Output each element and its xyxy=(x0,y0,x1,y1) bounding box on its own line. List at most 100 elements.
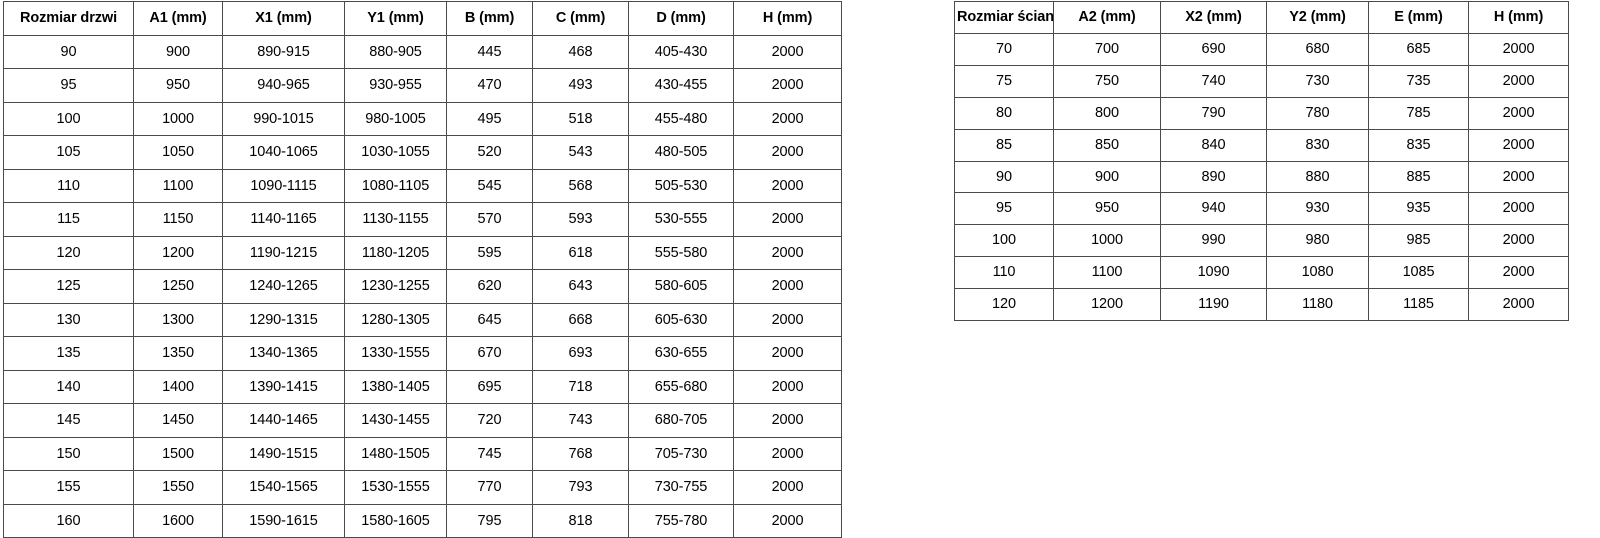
door-table-head: Rozmiar drzwi A1 (mm) X1 (mm) Y1 (mm) B (mm)… xyxy=(3,1,842,36)
door-table-cell-r8-c7: 2000 xyxy=(733,302,842,337)
door-table-column-header-6: D (mm) xyxy=(628,1,734,36)
door-table-cell-r9-c4: 670 xyxy=(446,336,533,371)
wall-table-cell-r6-c3: 980 xyxy=(1266,224,1369,258)
wall-table-cell-r1-c0: 75 xyxy=(954,64,1054,98)
door-table-cell-r2-c0: 100 xyxy=(3,101,134,136)
door-table-row: 115 1150 1140-1165 1130-1155 570 593 530-555 20… xyxy=(3,202,842,237)
door-table-row: 110 1100 1090-1115 1080-1105 545 568 505-530 20… xyxy=(3,168,842,203)
door-table-cell-r10-c3: 1380-1405 xyxy=(344,369,447,404)
door-table-cell-r2-c5: 518 xyxy=(532,101,629,136)
door-table-cell-r4-c0: 110 xyxy=(3,168,134,203)
door-table-column-header-3: Y1 (mm) xyxy=(344,1,447,36)
door-table-cell-r8-c3: 1280-1305 xyxy=(344,302,447,337)
door-table-cell-r5-c0: 115 xyxy=(3,202,134,237)
door-table-cell-r9-c6: 630-655 xyxy=(628,336,734,371)
door-table-cell-r1-c5: 493 xyxy=(532,68,629,103)
door-table-cell-r7-c1: 1250 xyxy=(133,269,223,304)
door-dimensions-table: Rozmiar drzwi A1 (mm) X1 (mm) Y1 (mm) B (mm)… xyxy=(3,1,842,538)
door-table-cell-r14-c2: 1590-1615 xyxy=(222,503,345,538)
door-table-row: 145 1450 1440-1465 1430-1455 720 743 680-705 20… xyxy=(3,403,842,438)
wall-table-cell-r2-c5: 2000 xyxy=(1468,96,1569,130)
wall-table-cell-r1-c3: 730 xyxy=(1266,64,1369,98)
wall-table-cell-r5-c3: 930 xyxy=(1266,192,1369,226)
door-table-cell-r5-c7: 2000 xyxy=(733,202,842,237)
wall-table-cell-r5-c0: 95 xyxy=(954,192,1054,226)
door-table-cell-r4-c3: 1080-1105 xyxy=(344,168,447,203)
wall-table-cell-r2-c3: 780 xyxy=(1266,96,1369,130)
wall-table-column-header-4: E (mm) xyxy=(1368,1,1469,34)
wall-table-row: 95 950 940 930 935 2000 xyxy=(954,192,1569,226)
wall-table-cell-r5-c4: 935 xyxy=(1368,192,1469,226)
door-table-cell-r3-c4: 520 xyxy=(446,135,533,170)
door-table-cell-r2-c6: 455-480 xyxy=(628,101,734,136)
door-table-cell-r11-c7: 2000 xyxy=(733,403,842,438)
wall-table-cell-r3-c3: 830 xyxy=(1266,128,1369,162)
wall-table-cell-r1-c4: 735 xyxy=(1368,64,1469,98)
wall-table-cell-r6-c2: 990 xyxy=(1160,224,1267,258)
door-table-cell-r6-c5: 618 xyxy=(532,235,629,270)
door-table-cell-r2-c7: 2000 xyxy=(733,101,842,136)
wall-table-cell-r4-c3: 880 xyxy=(1266,160,1369,194)
door-table-cell-r3-c0: 105 xyxy=(3,135,134,170)
door-table-cell-r10-c2: 1390-1415 xyxy=(222,369,345,404)
wall-table-row: 120 1200 1190 1180 1185 2000 xyxy=(954,288,1569,322)
door-table-column-header-0: Rozmiar drzwi xyxy=(3,1,134,36)
door-table-body: 90 900 890-915 880-905 445 468 405-430 2000 95 95… xyxy=(3,34,842,538)
door-table-cell-r8-c1: 1300 xyxy=(133,302,223,337)
wall-table-cell-r6-c1: 1000 xyxy=(1053,224,1161,258)
door-table-cell-r0-c4: 445 xyxy=(446,34,533,69)
door-table-cell-r4-c5: 568 xyxy=(532,168,629,203)
door-table-cell-r1-c3: 930-955 xyxy=(344,68,447,103)
wall-table-cell-r8-c0: 120 xyxy=(954,288,1054,322)
wall-table-cell-r0-c4: 685 xyxy=(1368,32,1469,66)
door-table-cell-r7-c7: 2000 xyxy=(733,269,842,304)
door-table-cell-r7-c4: 620 xyxy=(446,269,533,304)
door-table-cell-r8-c5: 668 xyxy=(532,302,629,337)
wall-table-cell-r7-c0: 110 xyxy=(954,256,1054,290)
wall-table-cell-r5-c1: 950 xyxy=(1053,192,1161,226)
door-table-row: 135 1350 1340-1365 1330-1555 670 693 630-655 20… xyxy=(3,336,842,371)
wall-table-row: 90 900 890 880 885 2000 xyxy=(954,160,1569,194)
door-table-row: 140 1400 1390-1415 1380-1405 695 718 655-680 20… xyxy=(3,369,842,404)
door-table-cell-r11-c2: 1440-1465 xyxy=(222,403,345,438)
door-table-cell-r5-c5: 593 xyxy=(532,202,629,237)
door-table-cell-r8-c4: 645 xyxy=(446,302,533,337)
wall-table-cell-r2-c2: 790 xyxy=(1160,96,1267,130)
door-table-cell-r7-c2: 1240-1265 xyxy=(222,269,345,304)
wall-table-cell-r4-c0: 90 xyxy=(954,160,1054,194)
door-table-cell-r5-c4: 570 xyxy=(446,202,533,237)
door-table-cell-r12-c0: 150 xyxy=(3,436,134,471)
door-table-cell-r6-c2: 1190-1215 xyxy=(222,235,345,270)
door-table-cell-r14-c6: 755-780 xyxy=(628,503,734,538)
door-table-cell-r0-c1: 900 xyxy=(133,34,223,69)
door-table-row: 125 1250 1240-1265 1230-1255 620 643 580-605 20… xyxy=(3,269,842,304)
door-table-cell-r11-c5: 743 xyxy=(532,403,629,438)
door-table-cell-r6-c0: 120 xyxy=(3,235,134,270)
wall-table-cell-r0-c0: 70 xyxy=(954,32,1054,66)
door-table-cell-r11-c0: 145 xyxy=(3,403,134,438)
wall-table-row: 75 750 740 730 735 2000 xyxy=(954,64,1569,98)
wall-table-cell-r7-c3: 1080 xyxy=(1266,256,1369,290)
door-table-cell-r13-c0: 155 xyxy=(3,470,134,505)
door-table-cell-r14-c1: 1600 xyxy=(133,503,223,538)
door-table-cell-r8-c2: 1290-1315 xyxy=(222,302,345,337)
door-table-cell-r14-c3: 1580-1605 xyxy=(344,503,447,538)
wall-table-row: 85 850 840 830 835 2000 xyxy=(954,128,1569,162)
door-table-cell-r7-c5: 643 xyxy=(532,269,629,304)
door-table-header-row: Rozmiar drzwi A1 (mm) X1 (mm) Y1 (mm) B (mm)… xyxy=(3,1,842,36)
door-table-cell-r10-c0: 140 xyxy=(3,369,134,404)
wall-table-cell-r5-c2: 940 xyxy=(1160,192,1267,226)
door-table-cell-r12-c4: 745 xyxy=(446,436,533,471)
door-table-cell-r1-c4: 470 xyxy=(446,68,533,103)
door-table-cell-r5-c2: 1140-1165 xyxy=(222,202,345,237)
wall-table-header-row: Rozmiar ściankiA2 (mm)X2 (mm)Y2 (mm)E (m… xyxy=(954,1,1569,34)
door-table-cell-r0-c2: 890-915 xyxy=(222,34,345,69)
door-table-cell-r8-c0: 130 xyxy=(3,302,134,337)
door-table-cell-r10-c7: 2000 xyxy=(733,369,842,404)
wall-table-cell-r7-c1: 1100 xyxy=(1053,256,1161,290)
door-table-cell-r9-c1: 1350 xyxy=(133,336,223,371)
door-table-cell-r8-c6: 605-630 xyxy=(628,302,734,337)
door-table-row: 100 1000 990-1015 980-1005 495 518 455-480 2000 xyxy=(3,101,842,136)
wall-table-cell-r7-c2: 1090 xyxy=(1160,256,1267,290)
door-table-cell-r11-c6: 680-705 xyxy=(628,403,734,438)
